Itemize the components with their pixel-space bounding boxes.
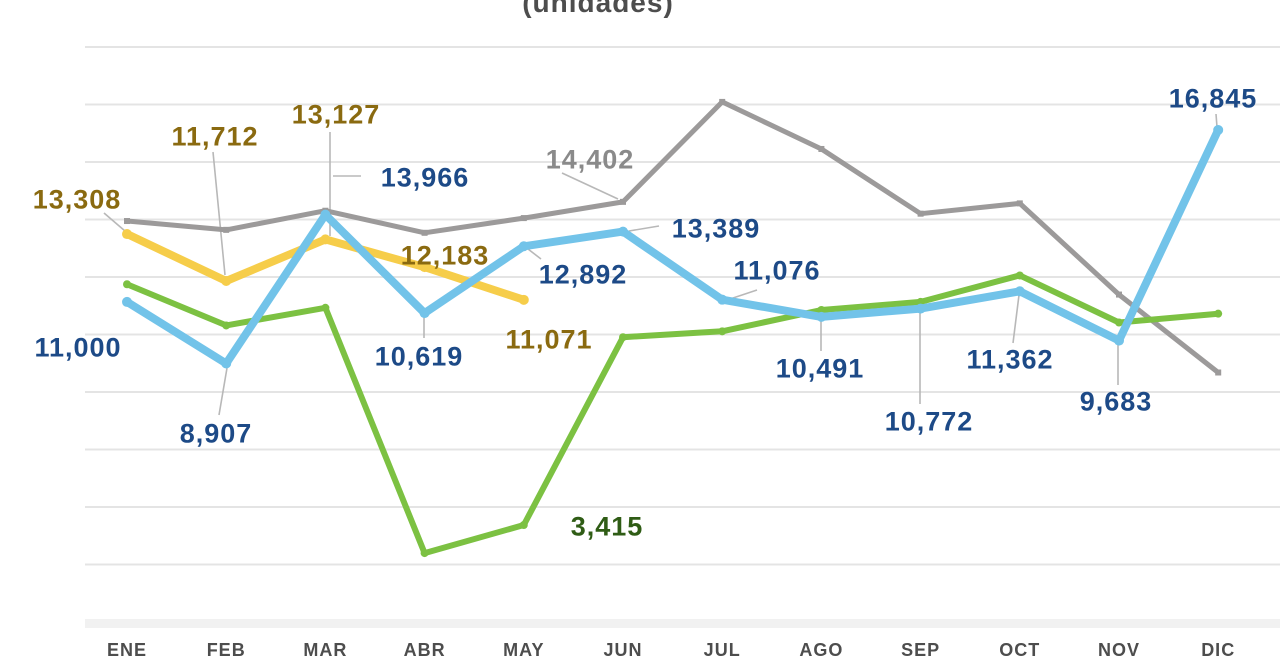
label-callout-line-gris	[561, 172, 619, 200]
series-marker-verde	[619, 333, 627, 342]
series-marker-azul	[122, 296, 132, 307]
label-callout-line-azul	[1012, 294, 1020, 344]
series-marker-amarilla	[419, 262, 430, 273]
series-marker-gris	[1116, 291, 1122, 298]
series-marker-azul	[221, 358, 232, 369]
series-marker-verde	[1214, 309, 1223, 318]
series-marker-verde	[519, 521, 528, 529]
x-axis-label-sep: SEP	[901, 640, 941, 660]
value-label-azul-mar: 13,966	[380, 162, 470, 193]
series-marker-azul	[717, 294, 728, 305]
series-marker-azul	[320, 209, 331, 220]
series-marker-azul	[915, 303, 926, 314]
value-label-azul-ago: 10,491	[775, 353, 865, 384]
value-label-azul-jul: 11,076	[733, 255, 821, 286]
series-marker-gris	[818, 145, 825, 152]
series-marker-gris	[719, 98, 726, 105]
series-marker-azul	[816, 311, 827, 322]
series-marker-azul	[618, 226, 628, 237]
series-marker-gris	[124, 218, 130, 225]
series-marker-azul	[1114, 335, 1124, 346]
x-axis-label-jul: JUL	[703, 640, 741, 660]
series-marker-gris	[223, 226, 230, 233]
x-axis-label-mar: MAR	[303, 640, 348, 660]
label-callout-line-azul	[218, 367, 228, 416]
value-label-azul-jun: 13,389	[671, 213, 761, 244]
value-label-azul-may: 12,892	[538, 259, 628, 290]
series-marker-verde	[321, 303, 330, 312]
series-line-verde	[124, 272, 1222, 557]
gridline-band	[85, 619, 1280, 628]
value-label-gris-jun: 14,402	[545, 144, 635, 175]
x-axis-label-may: MAY	[503, 640, 545, 660]
series-line-azul	[123, 126, 1223, 368]
x-axis-label-abr: ABR	[403, 640, 446, 660]
x-axis-label-jun: JUN	[603, 640, 643, 660]
series-marker-azul	[518, 241, 529, 252]
series-marker-gris	[520, 215, 527, 222]
series-marker-verde	[1115, 318, 1123, 327]
series-marker-amarilla	[221, 275, 232, 286]
series-marker-verde	[123, 280, 131, 289]
series-marker-verde	[817, 306, 826, 314]
value-label-azul-feb: 8,907	[179, 418, 253, 449]
x-axis-label-dic: DIC	[1201, 640, 1236, 660]
label-callout-line-azul	[1215, 113, 1218, 128]
x-axis-label-ene: ENE	[106, 640, 148, 660]
series-marker-azul	[1014, 286, 1025, 297]
x-axis-label-oct: OCT	[999, 640, 1041, 660]
value-label-amarilla-may: 11,071	[505, 324, 593, 355]
label-callout-line-azul	[628, 225, 660, 232]
series-marker-verde	[1015, 271, 1024, 280]
series-marker-verde	[222, 321, 231, 330]
series-marker-gris	[421, 229, 428, 236]
value-label-azul-ene: 11,000	[34, 332, 122, 363]
series-marker-azul	[1213, 125, 1224, 135]
series-marker-gris	[1215, 369, 1222, 376]
label-callout-line-amarilla	[103, 212, 126, 232]
series-marker-verde	[718, 327, 727, 336]
value-label-azul-abr: 10,619	[374, 341, 464, 372]
series-marker-gris	[620, 198, 626, 205]
x-axis-label-feb: FEB	[206, 640, 246, 660]
value-label-azul-dic: 16,845	[1168, 83, 1258, 114]
x-axis-label-ago: AGO	[799, 640, 844, 660]
label-callout-line-amarilla	[212, 151, 226, 276]
series-line-gris	[124, 99, 1221, 375]
series-marker-verde	[420, 549, 429, 558]
chart-title: (unidades)	[522, 0, 674, 18]
series-marker-azul	[419, 308, 430, 319]
x-axis-label-nov: NOV	[1097, 640, 1141, 660]
series-marker-gris	[917, 210, 924, 217]
series-marker-amarilla	[320, 234, 331, 245]
label-callout-line-azul	[527, 248, 542, 260]
value-label-azul-oct: 11,362	[966, 344, 1054, 375]
value-label-verde-may: 3,415	[570, 511, 644, 542]
series-marker-amarilla	[122, 229, 132, 240]
series-marker-gris	[1016, 200, 1023, 207]
value-label-amarilla-feb: 11,712	[171, 121, 259, 152]
series-marker-verde	[916, 297, 925, 306]
value-label-amarilla-abr: 12,183	[400, 240, 490, 271]
value-label-amarilla-mar: 13,127	[291, 99, 381, 130]
series-marker-amarilla	[518, 294, 529, 305]
value-label-azul-sep: 10,772	[884, 406, 974, 437]
value-label-azul-nov: 9,683	[1079, 386, 1153, 417]
value-label-amarilla-ene: 13,308	[32, 184, 122, 215]
